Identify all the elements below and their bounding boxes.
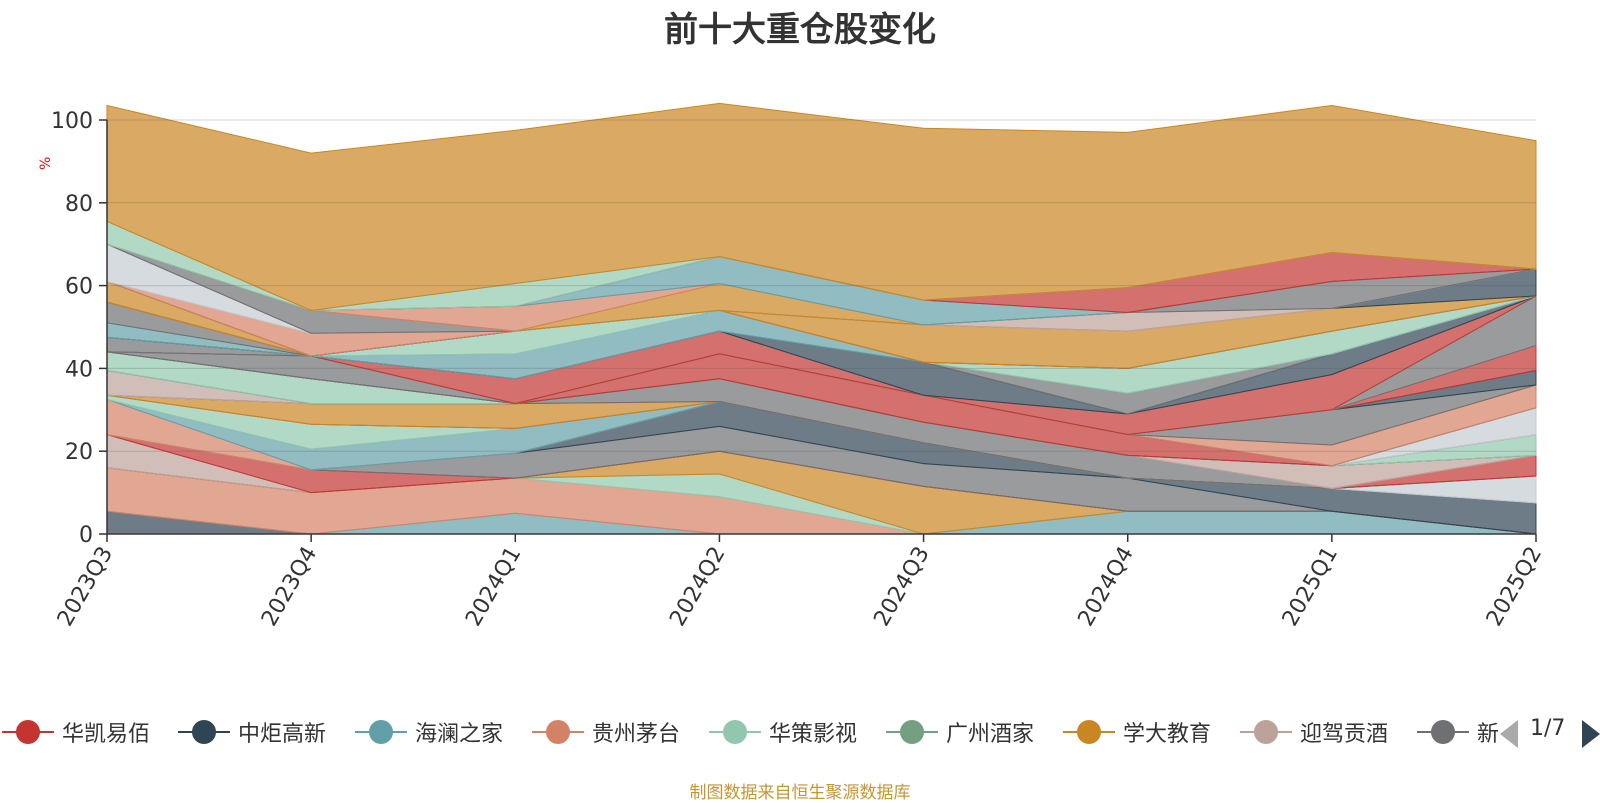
x-tick-label: 2023Q4: [257, 543, 322, 631]
legend-marker-icon: [532, 718, 584, 746]
legend-marker-icon: [1240, 718, 1292, 746]
legend-item[interactable]: 华凯易佰: [2, 712, 150, 752]
x-tick-label: 2025Q1: [1278, 543, 1343, 631]
x-tick-label: 2025Q2: [1482, 543, 1547, 631]
x-tick-label: 2024Q3: [869, 543, 934, 631]
legend-item[interactable]: 海澜之家: [355, 712, 503, 752]
x-tick-label: 2024Q1: [461, 543, 526, 631]
legend-item-label: 华凯易佰: [62, 722, 151, 747]
area-series-56: [106, 102, 1537, 311]
legend-marker-icon: [709, 718, 761, 746]
grid-layer: [107, 119, 1536, 535]
legend-marker-icon: [355, 718, 407, 746]
legend-item[interactable]: 新: [1417, 712, 1499, 752]
legend-item-label: 广州酒家: [946, 722, 1035, 747]
legend-item[interactable]: 中炬高新: [178, 712, 326, 752]
chart-title: 前十大重仓股变化: [664, 10, 936, 50]
x-tick-label: 2024Q2: [665, 543, 730, 631]
legend-marker-icon: [178, 718, 230, 746]
y-tick-label: 60: [65, 275, 93, 300]
x-tick-label: 2023Q3: [53, 543, 118, 631]
legend-item-label: 贵州茅台: [592, 722, 681, 747]
legend-marker-icon: [886, 718, 938, 746]
legend-marker-icon: [1063, 718, 1115, 746]
legend-item-label: 学大教育: [1123, 722, 1212, 747]
y-tick-label: 0: [79, 523, 93, 548]
legend-item-label: 华策影视: [769, 722, 858, 747]
legend-item[interactable]: 学大教育: [1063, 712, 1211, 752]
data-source-note: 制图数据来自恒生聚源数据库: [689, 783, 911, 803]
legend-item[interactable]: 迎驾贡酒: [1240, 712, 1388, 752]
legend: 华凯易佰 中炬高新 海澜之家 贵州茅台 华策影视 广州酒家 学大教育 迎驾贡酒 新: [0, 712, 1500, 752]
y-tick-label: 100: [51, 109, 93, 134]
legend-item-label: 迎驾贡酒: [1300, 722, 1389, 747]
legend-next-page-icon[interactable]: [1582, 720, 1600, 748]
y-tick-label: 40: [65, 357, 93, 382]
legend-page-indicator: 1/7: [1530, 716, 1566, 741]
legend-item[interactable]: 华策影视: [709, 712, 857, 752]
legend-item[interactable]: 贵州茅台: [532, 712, 680, 752]
legend-item-label: 新: [1477, 722, 1500, 747]
x-tick-label: 2024Q4: [1074, 543, 1139, 631]
legend-marker-icon: [2, 718, 54, 746]
legend-item-label: 中炬高新: [238, 722, 327, 747]
y-axis-label: %: [38, 157, 54, 170]
y-tick-label: 20: [65, 440, 93, 465]
y-tick-label: 80: [65, 192, 93, 217]
legend-marker-icon: [1417, 718, 1469, 746]
legend-prev-page-icon[interactable]: [1500, 720, 1518, 748]
legend-pager: 1/7: [1500, 712, 1600, 752]
legend-item[interactable]: 广州酒家: [886, 712, 1034, 752]
legend-item-label: 海澜之家: [415, 722, 504, 747]
area-layer: [106, 102, 1537, 535]
